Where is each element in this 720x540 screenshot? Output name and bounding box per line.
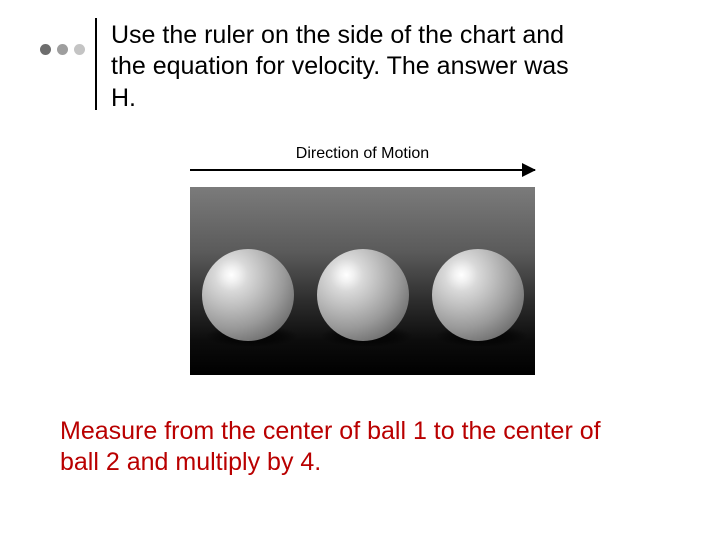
ball-3	[429, 205, 527, 353]
bullet-dot	[40, 44, 51, 55]
motion-figure: Direction of Motion	[190, 145, 535, 375]
balls-panel	[190, 187, 535, 375]
header-bullets	[40, 44, 85, 55]
ball-sphere	[202, 249, 294, 341]
arrow-head-icon	[522, 163, 536, 177]
slide-header: Use the ruler on the side of the chart a…	[40, 18, 581, 114]
bullet-dot	[74, 44, 85, 55]
header-divider	[95, 18, 97, 110]
ball-2	[314, 205, 412, 353]
slide-title: Use the ruler on the side of the chart a…	[111, 18, 581, 114]
ball-1	[199, 205, 297, 353]
ball-sphere	[317, 249, 409, 341]
arrow-shaft	[190, 169, 535, 171]
ball-sphere	[432, 249, 524, 341]
direction-label: Direction of Motion	[190, 145, 535, 163]
instruction-caption: Measure from the center of ball 1 to the…	[60, 416, 620, 479]
direction-arrow-row: Direction of Motion	[190, 145, 535, 181]
bullet-dot	[57, 44, 68, 55]
